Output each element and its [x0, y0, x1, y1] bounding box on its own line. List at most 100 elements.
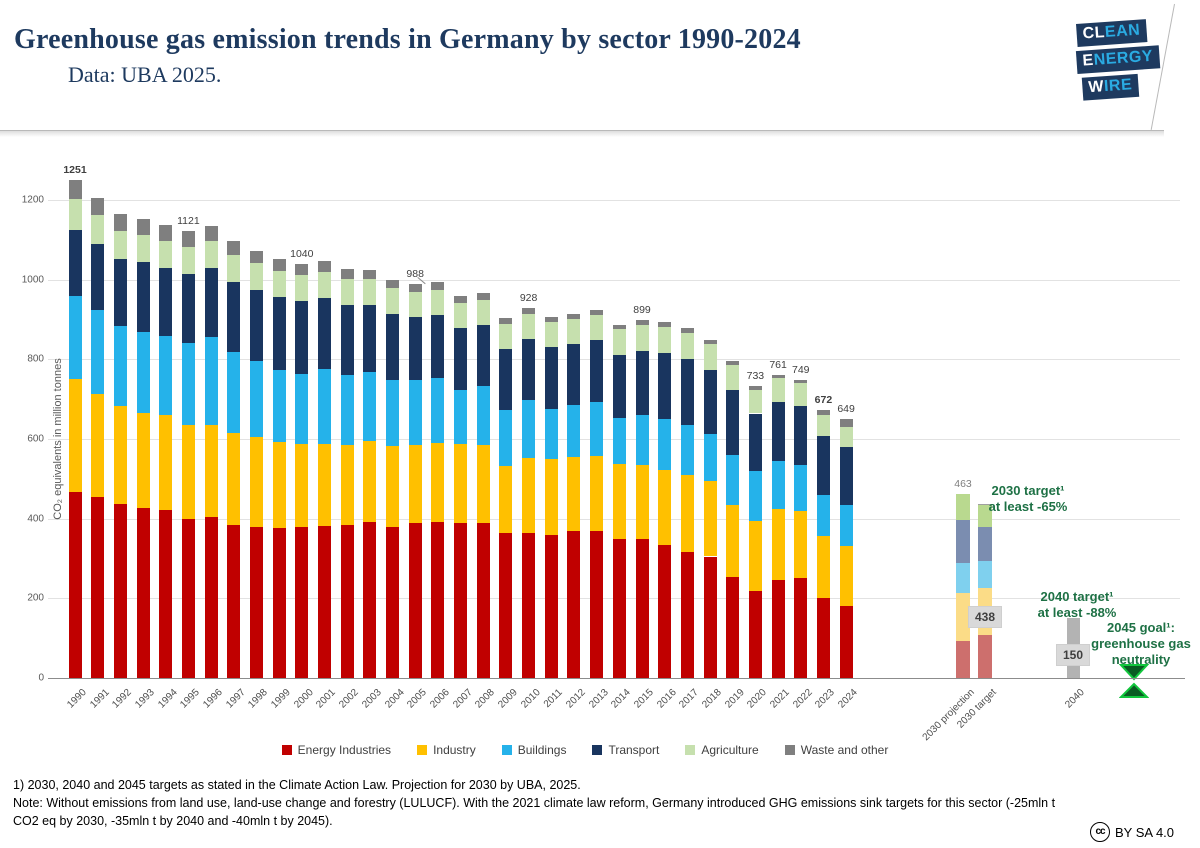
bar-segment-2013-Buildings: [590, 401, 604, 457]
projection2030-segment-Transport: [956, 519, 970, 563]
bar-segment-2024-Industry: [839, 545, 853, 607]
bar-segment-2006-Transport: [431, 314, 445, 379]
bar-segment-1996-Buildings: [204, 336, 218, 425]
legend-label: Agriculture: [701, 743, 759, 757]
bar-segment-1993-Energy Industries: [136, 507, 150, 678]
bar-segment-1991-Waste and other: [91, 197, 105, 216]
projection2030-segment-Buildings: [956, 562, 970, 594]
bar-segment-2008-Energy Industries: [476, 523, 490, 678]
bar-segment-2002-Waste and other: [340, 269, 354, 280]
bar-segment-2021-Buildings: [771, 460, 785, 510]
bar-segment-2007-Agriculture: [454, 302, 468, 328]
y-tick-label-400: 400: [27, 513, 44, 525]
gridline-1200: [48, 200, 1180, 201]
goal-2045-marker: [1118, 662, 1150, 700]
bar-segment-2023-Industry: [816, 535, 830, 598]
bar-segment-2023-Transport: [816, 436, 830, 495]
bar-segment-2003-Energy Industries: [363, 521, 377, 678]
annotation-line: at least -65%: [988, 499, 1068, 514]
bar-segment-2007-Transport: [454, 327, 468, 391]
bar-segment-1990-Agriculture: [68, 198, 82, 231]
bar-segment-1995-Industry: [181, 424, 195, 519]
target2040-callout: 150: [1057, 645, 1089, 665]
bar-segment-1998-Buildings: [249, 360, 263, 437]
bar-segment-1991-Buildings: [91, 310, 105, 395]
legend-swatch: [501, 745, 512, 755]
bar-segment-2020-Buildings: [748, 471, 762, 521]
bar-total-label-2000: 1040: [290, 247, 314, 260]
bar-segment-2004-Waste and other: [386, 280, 400, 289]
bar-segment-2019-Buildings: [726, 454, 740, 506]
bar-segment-2007-Waste and other: [454, 295, 468, 303]
bar-segment-1994-Waste and other: [159, 225, 173, 242]
bar-segment-2013-Agriculture: [590, 314, 604, 341]
bar-total-label-2023: 672: [814, 394, 833, 407]
bar-segment-2010-Agriculture: [522, 313, 536, 340]
bar-segment-1999-Transport: [272, 297, 286, 371]
bar-segment-2013-Industry: [590, 456, 604, 531]
target2030-segment-Buildings: [978, 561, 992, 588]
legend-label: Energy Industries: [297, 743, 392, 757]
target2030-segment-Energy Industries: [978, 634, 992, 678]
bar-segment-2005-Agriculture: [408, 292, 422, 317]
bar-segment-2019-Transport: [726, 389, 740, 455]
bar-segment-1995-Agriculture: [181, 247, 195, 275]
bar-segment-1994-Agriculture: [159, 241, 173, 268]
bar-segment-2001-Transport: [317, 298, 331, 370]
projection2030-total-label: 463: [954, 477, 972, 490]
bar-segment-2000-Buildings: [295, 373, 309, 444]
bar-segment-2022-Transport: [794, 405, 808, 465]
bar-segment-2002-Industry: [340, 444, 354, 526]
bar-segment-2014-Transport: [612, 355, 626, 418]
bar-segment-2023-Energy Industries: [816, 597, 830, 678]
bar-segment-2000-Transport: [295, 301, 309, 374]
legend-label: Waste and other: [800, 743, 889, 757]
bar-segment-2005-Transport: [408, 316, 422, 381]
bar-segment-2007-Energy Industries: [454, 522, 468, 678]
bar-segment-2009-Waste and other: [499, 317, 513, 325]
annotation-note2040: 2040 target¹ at least -88%: [1007, 589, 1147, 621]
bar-segment-1992-Agriculture: [113, 231, 127, 259]
bar-total-label-2024: 649: [837, 403, 855, 416]
bar-segment-2006-Waste and other: [431, 282, 445, 291]
bar-segment-1996-Transport: [204, 268, 218, 337]
bar-segment-2019-Industry: [726, 505, 740, 577]
bar-segment-1999-Industry: [272, 441, 286, 529]
bar-segment-2012-Buildings: [567, 404, 581, 457]
bar-segment-2019-Energy Industries: [726, 576, 740, 678]
bar-segment-2017-Industry: [680, 475, 694, 553]
bar-segment-2002-Energy Industries: [340, 525, 354, 678]
bar-segment-2015-Agriculture: [635, 324, 649, 351]
bar-segment-2010-Buildings: [522, 399, 536, 459]
bar-segment-1999-Buildings: [272, 370, 286, 442]
bar-segment-2004-Buildings: [386, 380, 400, 447]
bar-segment-1998-Industry: [249, 437, 263, 527]
bar-segment-2005-Buildings: [408, 380, 422, 445]
bar-segment-2018-Industry: [703, 480, 717, 557]
bar-segment-2001-Energy Industries: [317, 525, 331, 678]
bar-segment-2007-Buildings: [454, 390, 468, 444]
legend-item-agriculture: Agriculture: [685, 743, 759, 757]
bar-segment-2006-Industry: [431, 442, 445, 522]
y-tick-label-0: 0: [38, 672, 44, 684]
bar-segment-2014-Energy Industries: [612, 538, 626, 678]
bar-segment-2004-Transport: [386, 313, 400, 381]
bar-segment-2020-Energy Industries: [748, 591, 762, 678]
bar-segment-2011-Energy Industries: [544, 534, 558, 678]
bar-segment-2004-Agriculture: [386, 288, 400, 314]
bar-segment-2019-Waste and other: [726, 361, 740, 366]
bar-segment-2007-Industry: [454, 443, 468, 523]
bar-segment-2017-Energy Industries: [680, 552, 694, 678]
bar-segment-2002-Agriculture: [340, 279, 354, 306]
bar-segment-1990-Transport: [68, 230, 82, 296]
bar-segment-1991-Transport: [91, 244, 105, 311]
bar-segment-2003-Buildings: [363, 372, 377, 441]
bar-segment-1996-Industry: [204, 424, 218, 518]
bar-segment-1999-Waste and other: [272, 259, 286, 271]
bar-segment-2014-Agriculture: [612, 329, 626, 356]
bar-total-label-2005: 988: [406, 268, 424, 281]
bar-segment-2011-Industry: [544, 459, 558, 535]
bar-segment-2005-Energy Industries: [408, 523, 422, 678]
